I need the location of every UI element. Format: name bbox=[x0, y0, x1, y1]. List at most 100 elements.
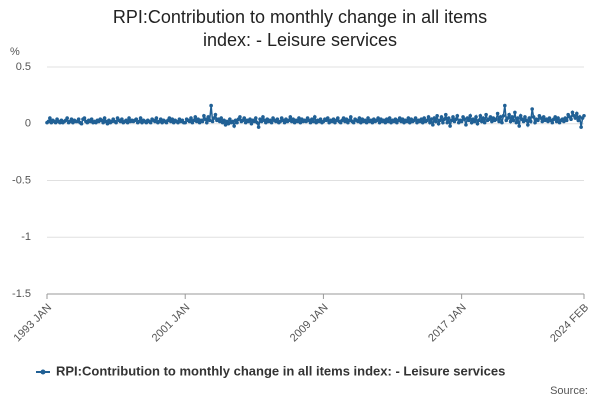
point bbox=[249, 121, 254, 126]
point bbox=[387, 116, 392, 120]
point bbox=[419, 117, 424, 122]
point bbox=[167, 116, 172, 120]
point bbox=[222, 118, 226, 123]
point bbox=[359, 120, 363, 125]
point bbox=[422, 116, 426, 120]
point bbox=[278, 119, 283, 124]
point bbox=[341, 116, 346, 120]
point bbox=[508, 119, 513, 124]
point bbox=[318, 117, 323, 122]
point bbox=[46, 119, 51, 124]
point bbox=[541, 115, 546, 119]
point bbox=[242, 116, 247, 120]
point bbox=[288, 115, 293, 119]
point bbox=[228, 117, 232, 122]
point bbox=[445, 120, 450, 125]
point bbox=[517, 124, 522, 128]
point bbox=[82, 116, 87, 120]
point bbox=[212, 116, 216, 120]
point bbox=[203, 117, 208, 122]
point bbox=[514, 120, 519, 125]
point bbox=[479, 119, 484, 124]
point bbox=[137, 119, 141, 124]
point bbox=[189, 116, 193, 120]
point bbox=[550, 120, 555, 125]
point bbox=[127, 116, 131, 120]
point bbox=[298, 120, 303, 125]
point bbox=[287, 118, 291, 123]
point bbox=[259, 119, 264, 124]
point bbox=[253, 116, 258, 120]
point bbox=[400, 117, 405, 122]
point bbox=[209, 103, 213, 108]
point bbox=[232, 124, 236, 128]
point bbox=[192, 118, 196, 123]
point bbox=[383, 120, 388, 125]
source: Source: bbox=[550, 385, 588, 397]
point bbox=[518, 114, 523, 118]
point bbox=[325, 116, 330, 120]
point bbox=[576, 118, 581, 123]
point bbox=[501, 114, 506, 118]
point bbox=[336, 116, 340, 120]
point bbox=[579, 125, 583, 129]
point bbox=[553, 115, 558, 119]
point bbox=[431, 123, 435, 127]
point bbox=[570, 110, 575, 115]
point bbox=[148, 120, 153, 125]
x-tick-label: 2001 JAN bbox=[150, 302, 193, 345]
point bbox=[569, 117, 573, 122]
point bbox=[482, 120, 487, 125]
point bbox=[513, 110, 517, 115]
point bbox=[468, 114, 473, 118]
point bbox=[196, 117, 200, 122]
point bbox=[304, 119, 308, 124]
point bbox=[498, 115, 503, 119]
point bbox=[79, 121, 84, 126]
point bbox=[282, 120, 287, 125]
point bbox=[562, 119, 566, 124]
point bbox=[451, 115, 455, 119]
point bbox=[376, 116, 380, 120]
point bbox=[536, 118, 540, 123]
point bbox=[546, 119, 550, 124]
point bbox=[370, 120, 375, 125]
point bbox=[439, 115, 444, 119]
point bbox=[531, 115, 536, 119]
point bbox=[490, 119, 494, 124]
point bbox=[206, 115, 211, 119]
point bbox=[441, 120, 445, 125]
point bbox=[170, 117, 175, 122]
point bbox=[291, 117, 295, 122]
point bbox=[459, 119, 464, 124]
point bbox=[527, 116, 532, 120]
y-tick-label: 0.5 bbox=[16, 61, 31, 73]
point bbox=[573, 116, 578, 120]
point bbox=[521, 119, 526, 124]
point bbox=[488, 115, 493, 119]
point bbox=[575, 111, 579, 116]
point bbox=[425, 118, 429, 123]
point bbox=[235, 120, 239, 125]
point bbox=[515, 116, 520, 120]
point bbox=[533, 120, 537, 125]
point bbox=[312, 115, 317, 119]
point bbox=[406, 116, 411, 120]
point bbox=[65, 116, 69, 120]
point bbox=[511, 118, 516, 123]
point bbox=[183, 120, 188, 125]
point bbox=[219, 116, 224, 120]
point bbox=[526, 123, 530, 127]
point bbox=[69, 117, 74, 122]
point bbox=[226, 121, 231, 126]
point bbox=[464, 123, 468, 127]
point bbox=[114, 120, 118, 125]
point bbox=[454, 117, 458, 122]
point bbox=[582, 114, 586, 118]
point bbox=[564, 118, 569, 123]
point bbox=[429, 117, 434, 122]
point bbox=[275, 117, 280, 122]
x-tick-label: 1993 JAN bbox=[12, 302, 55, 345]
point bbox=[366, 116, 370, 120]
